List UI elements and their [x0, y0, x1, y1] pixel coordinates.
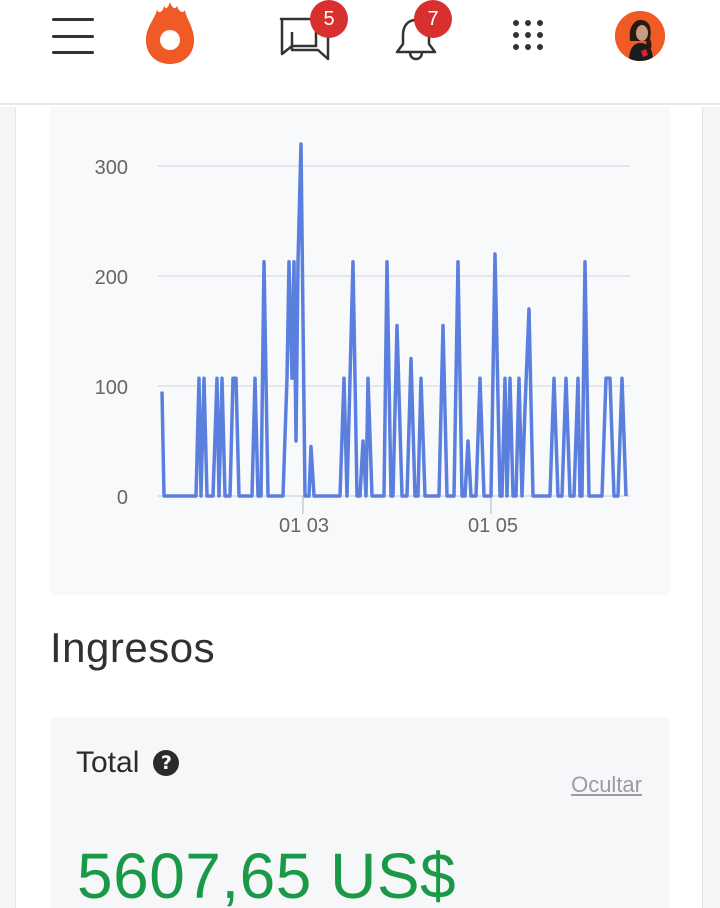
total-income-value: 5607,65 US$ [77, 840, 457, 908]
messages-button[interactable]: 5 [272, 0, 352, 62]
top-navigation-bar: 5 7 [0, 0, 720, 105]
messages-badge: 5 [310, 0, 348, 38]
sales-line-chart: 300 200 100 0 01 03 01 05 [95, 142, 630, 537]
menu-line [52, 51, 94, 54]
avatar-photo [615, 11, 665, 61]
grid-dots-icon [513, 20, 543, 50]
y-tick-label: 100 [95, 377, 128, 399]
notifications-badge: 7 [414, 0, 452, 38]
total-label: Total [76, 746, 140, 779]
menu-line [52, 34, 94, 38]
x-tick-label: 01 03 [279, 515, 329, 537]
sales-series-line[interactable] [160, 142, 628, 498]
total-label-row: Total ? [76, 746, 180, 780]
sales-chart-card: 300 200 100 0 01 03 01 05 [50, 107, 670, 595]
apps-grid-button[interactable] [505, 12, 551, 58]
y-tick-label: 200 [95, 267, 128, 289]
user-avatar[interactable] [615, 11, 665, 61]
hotmart-flame-icon[interactable] [138, 0, 202, 66]
y-tick-label: 0 [117, 487, 128, 509]
y-axis-labels: 300 200 100 0 [95, 157, 128, 509]
notifications-button[interactable]: 7 [388, 0, 458, 62]
menu-line [52, 18, 94, 21]
x-tick-label: 01 05 [468, 515, 518, 537]
right-scroll-edge [702, 107, 720, 908]
x-axis-labels: 01 03 01 05 [279, 515, 518, 537]
y-tick-label: 300 [95, 157, 128, 179]
hide-total-link[interactable]: Ocultar [571, 772, 642, 797]
left-sidebar-edge [0, 107, 16, 908]
hamburger-menu-button[interactable] [48, 14, 98, 58]
total-income-card: Total ? Ocultar 5607,65 US$ [50, 717, 670, 908]
question-mark-icon[interactable]: ? [153, 750, 180, 776]
section-title-ingresos: Ingresos [50, 624, 216, 671]
